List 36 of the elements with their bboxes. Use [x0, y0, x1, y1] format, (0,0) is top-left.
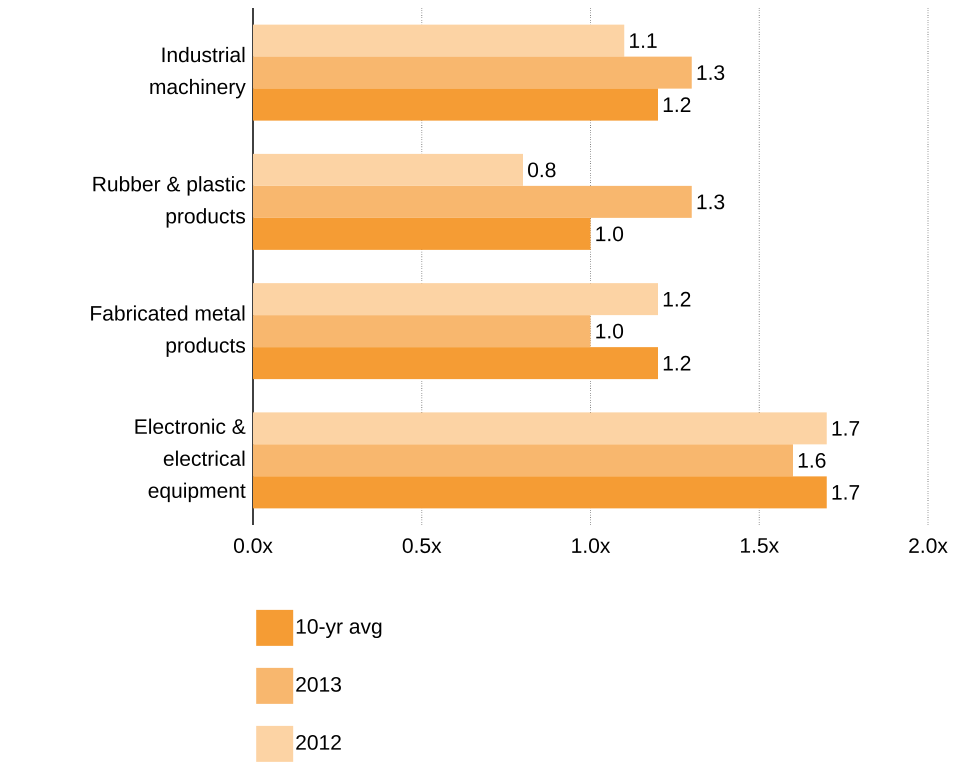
bar — [253, 24, 624, 57]
bar — [253, 444, 794, 476]
bar — [253, 315, 591, 348]
legend-label: 2012 — [296, 735, 341, 750]
y-tick-label: Industrial machinery — [150, 46, 246, 98]
y-tick-label: Fabricated metal products — [91, 305, 246, 357]
data-label: 1.7 — [832, 421, 860, 436]
bar — [253, 476, 827, 508]
legend-label: 2013 — [296, 677, 341, 692]
data-label: 1.6 — [798, 452, 826, 468]
data-label: 1.2 — [664, 292, 690, 306]
data-label: 1.7 — [832, 485, 860, 500]
legend-label: 10-yr avg — [296, 619, 382, 638]
bar — [253, 412, 827, 444]
data-label: 1.1 — [630, 33, 657, 48]
data-label: 1.3 — [698, 194, 724, 210]
x-tick-label: 1.5x — [741, 538, 779, 553]
x-tick-label: 0.5x — [402, 538, 442, 554]
x-tick-label: 2.0x — [909, 538, 948, 554]
bar — [253, 154, 524, 186]
x-tick-label: 1.0x — [572, 538, 610, 554]
data-label: 1.3 — [698, 65, 724, 80]
y-tick-label: Rubber & plastic products — [93, 176, 246, 228]
data-label: 1.2 — [664, 356, 690, 370]
data-label: 1.0 — [596, 226, 624, 242]
data-label: 1.2 — [664, 97, 690, 112]
data-label: 0.8 — [528, 162, 556, 178]
x-tick-label: 0.0x — [234, 538, 273, 554]
data-label: 1.0 — [596, 324, 624, 339]
bar — [253, 88, 658, 121]
bar — [253, 218, 591, 250]
y-tick-label: Electronic & electrical equipment — [135, 418, 246, 502]
bar — [253, 283, 658, 316]
bar — [253, 186, 692, 218]
bar — [253, 347, 658, 380]
bar — [253, 56, 692, 89]
